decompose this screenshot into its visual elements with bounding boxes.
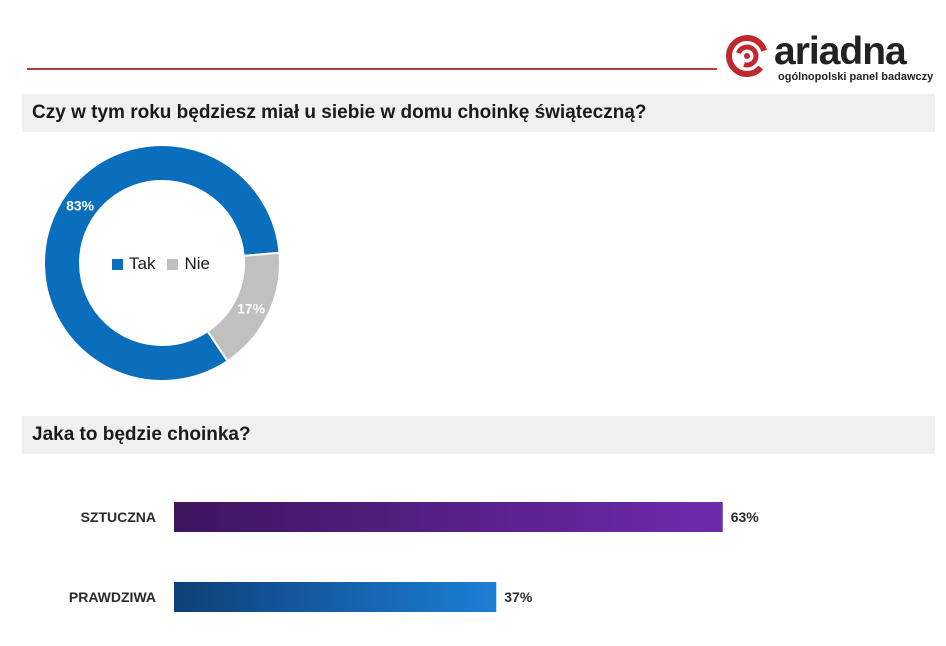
donut-legend: Tak Nie xyxy=(112,254,222,274)
question-2-header: Jaka to będzie choinka? xyxy=(22,416,935,454)
question-2-title: Jaka to będzie choinka? xyxy=(32,424,251,445)
legend-item-nie: Nie xyxy=(167,254,210,274)
legend-label-tak: Tak xyxy=(129,254,156,273)
bar-sztuczna xyxy=(174,502,723,532)
legend-label-nie: Nie xyxy=(184,254,210,273)
logo-wordmark: ariadna xyxy=(774,30,907,73)
bar-chart: SZTUCZNA 63% PRAWDZIWA 37% xyxy=(69,502,760,612)
donut-chart: 83% 17% xyxy=(43,144,281,382)
donut-label-tak: 83% xyxy=(66,198,95,214)
bar-category-sztuczna: SZTUCZNA xyxy=(81,509,156,525)
ariadna-logo: ariadna ogólnopolski panel badawczy xyxy=(724,30,936,89)
donut-slice-tak xyxy=(43,144,281,382)
question-1-title: Czy w tym roku będziesz miał u siebie w … xyxy=(32,102,647,123)
header-divider xyxy=(27,68,717,70)
donut-label-nie: 17% xyxy=(237,300,266,316)
legend-swatch-nie xyxy=(167,258,179,270)
logo-tagline: ogólnopolski panel badawczy xyxy=(778,71,934,83)
ariadna-spiral-icon xyxy=(726,35,768,77)
legend-item-tak: Tak xyxy=(112,254,155,274)
bar-category-prawdziwa: PRAWDZIWA xyxy=(69,589,156,605)
legend-swatch-tak xyxy=(112,258,123,270)
question-1-header: Czy w tym roku będziesz miał u siebie w … xyxy=(22,94,935,132)
bar-value-prawdziwa: 37% xyxy=(504,589,533,605)
bar-prawdziwa xyxy=(174,582,497,612)
bar-value-sztuczna: 63% xyxy=(731,509,760,525)
donut-slice-nie xyxy=(206,251,281,363)
